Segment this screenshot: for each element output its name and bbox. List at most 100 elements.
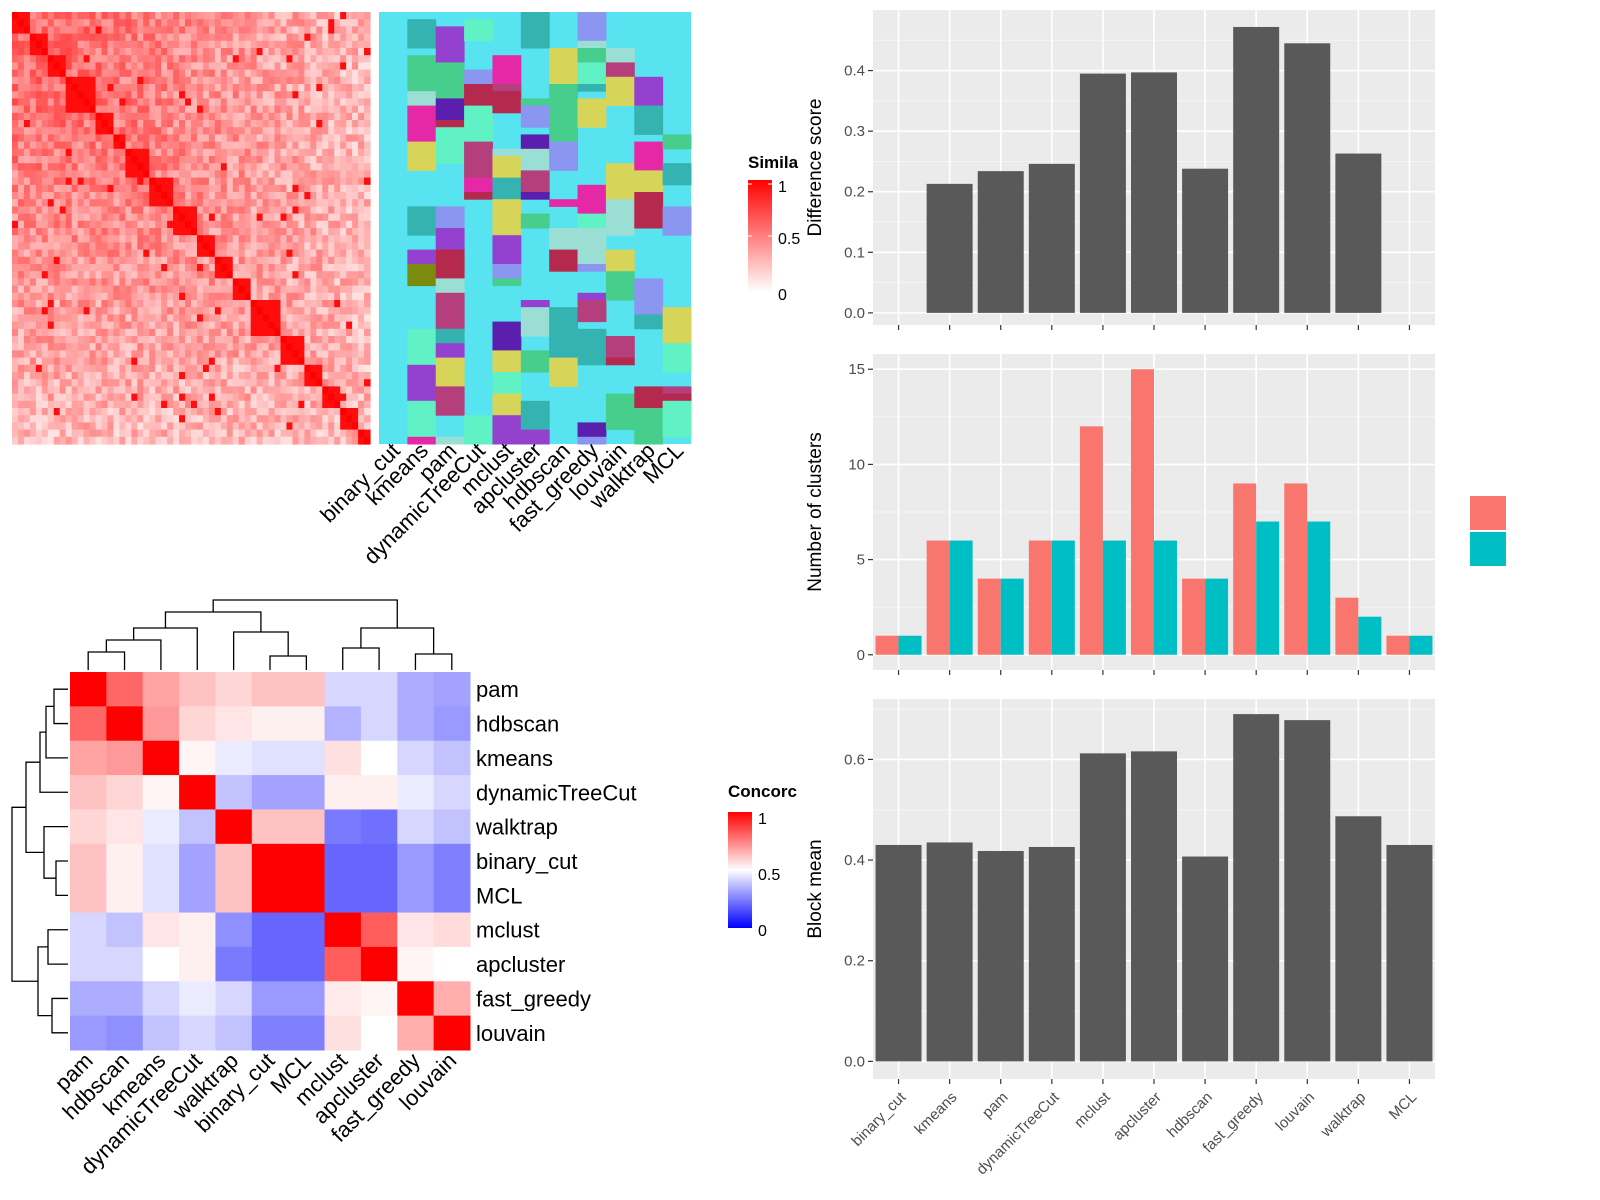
similarity-cell [173, 213, 180, 222]
similarity-cell [304, 48, 311, 56]
concordance-cell [360, 672, 398, 707]
similarity-cell [280, 184, 288, 193]
similarity-cell [226, 350, 234, 359]
similarity-cell [89, 148, 97, 157]
similarity-cell [185, 321, 192, 330]
similarity-cell [125, 199, 132, 207]
similarity-cell [304, 336, 311, 344]
similarity-cell [298, 134, 305, 143]
similarity-cell [131, 336, 138, 344]
similarity-cell [125, 242, 132, 251]
similarity-cell [53, 436, 61, 445]
similarity-cell [328, 336, 335, 344]
similarity-cell [65, 256, 73, 265]
similarity-cell [161, 256, 168, 265]
similarity-cell [29, 314, 37, 323]
similarity-cell [196, 386, 204, 395]
similarity-cell [89, 415, 97, 423]
assignment-cell [435, 127, 465, 164]
similarity-cell [41, 76, 49, 85]
similarity-cell [274, 249, 282, 258]
similarity-cell [101, 112, 109, 121]
similarity-cell [280, 199, 288, 207]
similarity-cell [352, 120, 359, 128]
similarity-cell [131, 163, 138, 171]
assignment-cell [634, 76, 664, 107]
similarity-cell [65, 400, 73, 409]
similarity-cell [322, 300, 329, 308]
similarity-cell [334, 271, 341, 279]
y-axis-label: Number of clusters [805, 432, 826, 591]
similarity-cell [83, 408, 91, 416]
similarity-cell [191, 62, 198, 71]
similarity-cell [71, 40, 79, 49]
similarity-cell [65, 350, 73, 359]
similarity-cell [346, 307, 353, 315]
similarity-cell [185, 400, 192, 409]
similarity-cell [328, 350, 335, 359]
similarity-cell [119, 292, 126, 301]
concordance-cell [215, 775, 253, 810]
similarity-cell [256, 62, 264, 71]
similarity-cell [89, 19, 97, 27]
similarity-cell [95, 393, 103, 402]
similarity-cell [59, 76, 67, 85]
similarity-cell [119, 372, 126, 380]
similarity-cell [352, 314, 359, 323]
similarity-cell [286, 386, 294, 395]
similarity-cell [316, 177, 323, 186]
similarity-cell [286, 84, 294, 92]
similarity-cell [12, 408, 19, 416]
similarity-cell [298, 91, 305, 99]
similarity-cell [131, 141, 138, 150]
similarity-cell [202, 206, 210, 215]
similarity-cell [83, 170, 91, 179]
similarity-cell [41, 213, 49, 222]
similarity-cell [346, 321, 353, 330]
similarity-cell [202, 357, 210, 366]
similarity-cell [226, 120, 234, 128]
similarity-cell [119, 228, 126, 236]
similarity-cell [173, 112, 180, 121]
similarity-cell [220, 278, 228, 287]
concordance-cell [179, 706, 216, 742]
similarity-cell [220, 364, 228, 373]
similarity-cell [268, 242, 276, 251]
similarity-cell [316, 264, 323, 272]
similarity-cell [304, 350, 311, 359]
dendrogram-link [87, 651, 126, 670]
similarity-cell [89, 300, 97, 308]
similarity-cell [185, 314, 192, 323]
similarity-cell [286, 429, 294, 438]
assignment-cell [662, 400, 692, 438]
similarity-cell [220, 177, 228, 186]
similarity-cell [137, 336, 144, 344]
similarity-cell [262, 242, 270, 251]
similarity-cell [179, 307, 186, 315]
similarity-cell [220, 163, 228, 171]
similarity-cell [17, 33, 25, 42]
similarity-cell [358, 372, 365, 380]
similarity-cell [340, 163, 347, 171]
similarity-cell [256, 357, 264, 366]
similarity-cell [328, 62, 335, 71]
similarity-cell [358, 429, 365, 438]
dendrogram-link [269, 655, 308, 670]
similarity-cell [149, 336, 156, 344]
similarity-cell [119, 400, 126, 409]
similarity-cell [280, 141, 288, 150]
similarity-cell [149, 91, 156, 99]
similarity-cell [59, 400, 67, 409]
similarity-cell [226, 98, 234, 107]
similarity-cell [250, 379, 258, 387]
similarity-cell [298, 127, 305, 135]
similarity-cell [322, 393, 329, 402]
similarity-cell [286, 220, 294, 229]
similarity-cell [53, 19, 61, 27]
similarity-cell [179, 141, 186, 150]
similarity-cell [352, 307, 359, 315]
similarity-cell [196, 278, 204, 287]
similarity-cell [202, 278, 210, 287]
similarity-cell [208, 242, 216, 251]
similarity-cell [149, 26, 156, 35]
